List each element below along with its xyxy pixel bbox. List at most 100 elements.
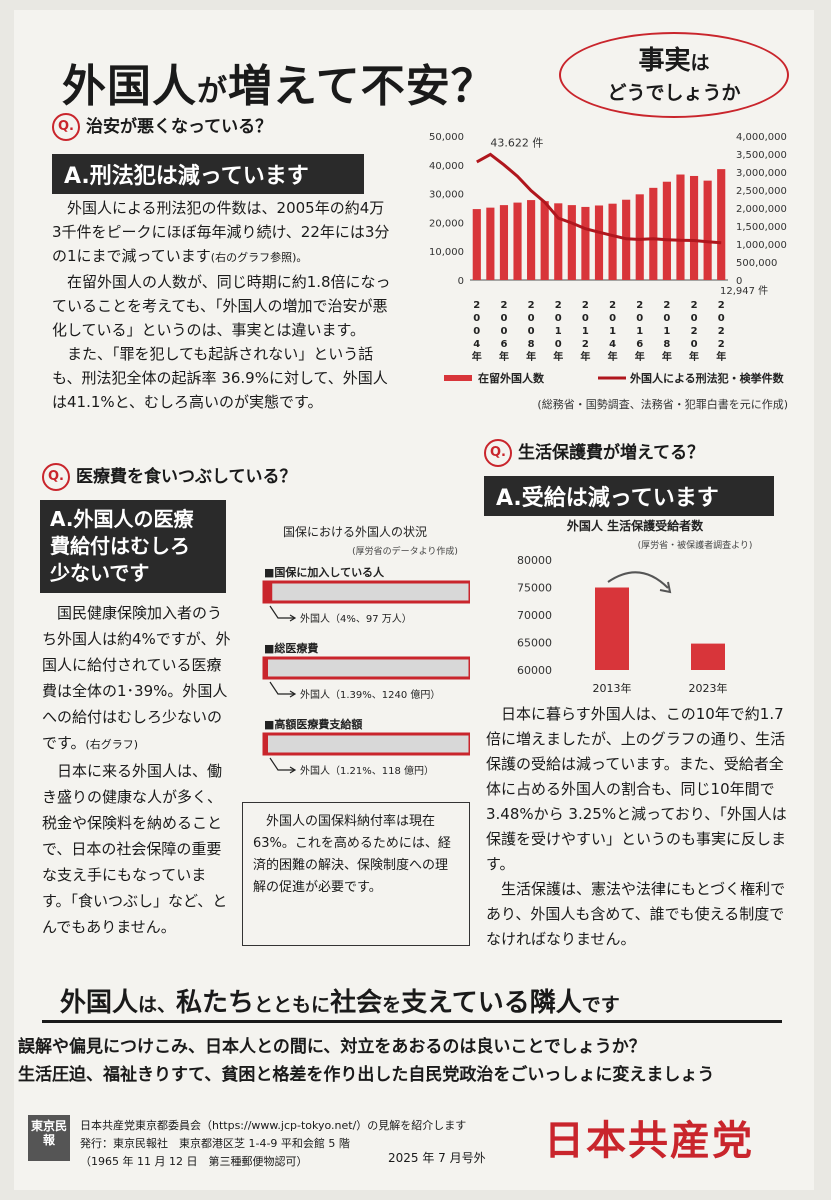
bar-foreign-residents: [540, 201, 549, 280]
data-label-last: 12,947 件: [720, 285, 768, 297]
right-tick-label: 2,500,000: [736, 186, 787, 197]
section1-answer: A.刑法犯は減っています: [52, 154, 364, 194]
arrow-icon: [269, 757, 294, 771]
message-line-1: 誤解や偏見につけこみ、日本人との間に、対立をあおるのは良いことでしょうか？: [18, 1037, 646, 1057]
chart3-y-tick: 80000: [517, 554, 552, 567]
section2-question: Q. 医療費を食いつぶしている？: [42, 462, 297, 491]
chart3-y-tick: 65000: [517, 637, 552, 650]
left-tick-label: 50,000: [429, 132, 464, 143]
section3-question: Q. 生活保護費が増えてる？: [484, 438, 704, 467]
bar-foreign-residents: [703, 180, 712, 280]
section2-body: 国民健康保険加入者のうち外国人は約4%ですが、外国人に給付されている医療費は全体…: [42, 604, 231, 936]
right-tick-label: 3,500,000: [736, 150, 787, 161]
right-tick-label: 3,000,000: [736, 168, 787, 179]
chart2-share-label: 外国人（1.21%、118 億円）: [300, 764, 434, 777]
footer-line-1: 日本共産党東京都委員会（https://www.jcp-tokyo.net/）の…: [80, 1119, 467, 1132]
bar-foreign-residents: [635, 194, 644, 280]
chart3-y-tick: 70000: [517, 609, 552, 622]
chart2-share-label: 外国人（1.39%、1240 億円）: [300, 688, 440, 701]
tokyo-minpo-logo: 東京民報: [28, 1115, 70, 1161]
jcp-logo: 日本共産党: [544, 1118, 754, 1164]
chart2-group-label: ■高額医療費支給額: [264, 717, 362, 731]
arrow-head-icon: [289, 690, 297, 698]
right-tick-label: 0: [736, 276, 742, 287]
section3-answer: A.受給は減っています: [484, 476, 774, 516]
section3-body: 日本に暮らす外国人は、この10年で約1.7倍に増えましたが、上のグラフの通り、生…: [486, 705, 787, 948]
bar-foreign-residents: [486, 207, 495, 280]
chart3-y-tick: 60000: [517, 664, 552, 677]
section1-body: 外国人による刑法犯の件数は、2005年の約4万3千件をピークにほぼ毎年減り続け、…: [52, 199, 391, 411]
bar-foreign-residents: [527, 200, 536, 280]
arrow-head-icon: [289, 614, 297, 622]
chart2-subtitle: (厚労省のデータより作成): [352, 545, 458, 557]
left-tick-label: 20,000: [429, 218, 464, 229]
welfare-chart: 外国人 生活保護受給者数 (厚労省・被保護者調査より) 80000 75000 7000…: [517, 518, 753, 695]
chart2-total-bar: [262, 656, 470, 680]
bar-foreign-residents: [554, 203, 563, 280]
bar-foreign-residents: [689, 175, 699, 280]
bottom-headline: 外国人は、私たちとともに社会を支えている隣人です: [60, 988, 620, 1018]
bar-foreign-residents: [662, 181, 671, 280]
chart2-share-bar: [264, 734, 268, 754]
right-tick-label: 2,000,000: [736, 204, 787, 215]
flyer-page: 外国人が増えて不安？ 事実は どうでしょうか Q. 治安が悪くなっている？ A.刑…: [14, 10, 814, 1190]
q-badge: Q.: [484, 439, 512, 467]
bar-foreign-residents: [581, 206, 590, 280]
divider: [42, 1020, 782, 1023]
bar-foreign-residents: [649, 187, 658, 280]
left-tick-label: 40,000: [429, 161, 464, 172]
bar-foreign-residents: [567, 205, 576, 280]
chart2-title: 国保における外国人の状況: [283, 524, 427, 539]
crime-chart: 50,000 40,000 30,000 20,000 10,000 0 4,000,000…: [429, 132, 788, 411]
chart3-title: 外国人 生活保護受給者数: [567, 518, 704, 533]
chart3-bar: [691, 643, 725, 670]
legend-line-label: 外国人による刑法犯・検挙件数: [629, 371, 785, 385]
chart3-bar: [595, 587, 629, 670]
footer-line-3: （1965 年 11 月 12 日 第三種郵便物認可）: [80, 1155, 308, 1168]
chart3-y-tick: 75000: [517, 582, 552, 595]
chart3-x-label: 2023年: [689, 681, 728, 695]
bar-foreign-residents: [676, 174, 685, 280]
right-tick-label: 1,500,000: [736, 222, 787, 233]
issue-label: 2025 年 7 月号外: [388, 1151, 486, 1165]
page-title: 外国人が増えて不安？: [62, 61, 496, 112]
title-oval: 事実は どうでしょうか: [559, 32, 789, 118]
bar-foreign-residents: [717, 169, 726, 280]
chart-source: (総務省・国勢調査、法務省・犯罪白書を元に作成): [537, 397, 788, 411]
bar-foreign-residents: [594, 205, 604, 280]
q-badge: Q.: [52, 113, 80, 141]
q-badge: Q.: [42, 463, 70, 491]
arrow-head-icon: [659, 581, 672, 594]
left-tick-label: 30,000: [429, 190, 464, 201]
bar-foreign-residents: [499, 205, 509, 280]
chart2-total-bar: [262, 580, 470, 604]
bar-foreign-residents: [472, 209, 481, 280]
right-tick-label: 1,000,000: [736, 240, 787, 251]
chart2-group-label: ■総医療費: [264, 641, 318, 655]
message-line-2: 生活圧迫、福祉きりすて、貧困と格差を作り出した自民党政治をごいっしょに変えましょ…: [18, 1065, 715, 1085]
curved-arrow-icon: [607, 571, 669, 589]
chart2-share-bar: [264, 658, 268, 678]
legend-bar-label: 在留外国人数: [478, 371, 545, 385]
bar-foreign-residents: [513, 202, 522, 280]
chart2-share-bar: [264, 582, 273, 602]
right-tick-label: 4,000,000: [736, 132, 787, 143]
left-tick-label: 0: [458, 276, 464, 287]
note-box: 外国人の国保料納付率は現在 63%。これを高めるためには、経済的困難の解決、保険…: [242, 802, 470, 946]
chart3-x-label: 2013年: [593, 681, 632, 695]
bar-foreign-residents: [608, 203, 617, 280]
chart2-total-bar: [262, 732, 470, 756]
arrow-head-icon: [289, 766, 297, 774]
kokuho-chart: 国保における外国人の状況 (厚労省のデータより作成) ■国保に加入している人外国人（…: [262, 524, 470, 777]
arrow-icon: [269, 681, 294, 695]
data-label-peak: 43.622 件: [490, 136, 543, 149]
chart2-group-label: ■国保に加入している人: [264, 565, 385, 579]
chart3-subtitle: (厚労省・被保護者調査より): [638, 539, 753, 551]
